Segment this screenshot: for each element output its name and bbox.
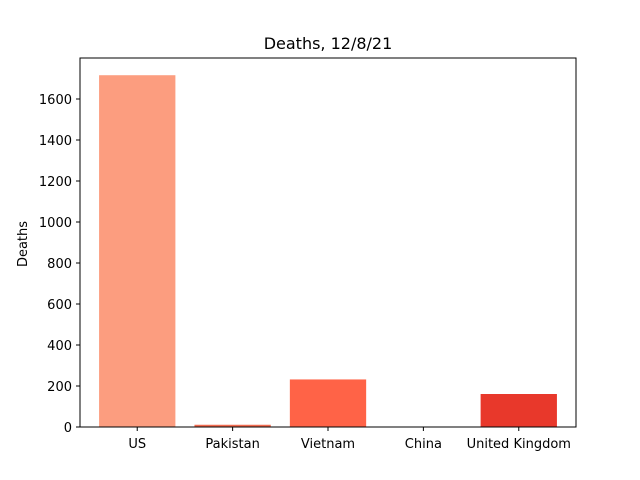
y-tick-label: 1000: [39, 216, 72, 231]
bar-united-kingdom: [480, 394, 557, 427]
y-axis-ticks: 0 200 400 600 800 1000 1200 1400 1600: [39, 93, 80, 436]
bars-group: [99, 75, 557, 427]
x-tick-label: United Kingdom: [467, 437, 571, 452]
y-tick-label: 1400: [39, 134, 72, 149]
chart-title: Deaths, 12/8/21: [264, 34, 393, 53]
y-tick-label: 400: [47, 339, 72, 354]
y-tick-label: 800: [47, 257, 72, 272]
x-axis-ticks: US Pakistan Vietnam China United Kingdom: [128, 427, 571, 452]
y-tick-label: 200: [47, 380, 72, 395]
bar-us: [99, 75, 176, 427]
bar-pakistan: [194, 424, 271, 427]
x-tick-label: Vietnam: [301, 437, 355, 452]
x-tick-label: US: [128, 437, 146, 452]
y-axis-label: Deaths: [16, 221, 31, 267]
y-tick-label: 1200: [39, 175, 72, 190]
x-tick-label: China: [405, 437, 442, 452]
plot-frame: [79, 57, 577, 428]
bar-vietnam: [289, 379, 367, 427]
x-tick-label: Pakistan: [205, 437, 259, 452]
y-tick-label: 0: [64, 421, 72, 436]
y-tick-label: 600: [47, 298, 72, 313]
y-tick-label: 1600: [39, 93, 72, 108]
